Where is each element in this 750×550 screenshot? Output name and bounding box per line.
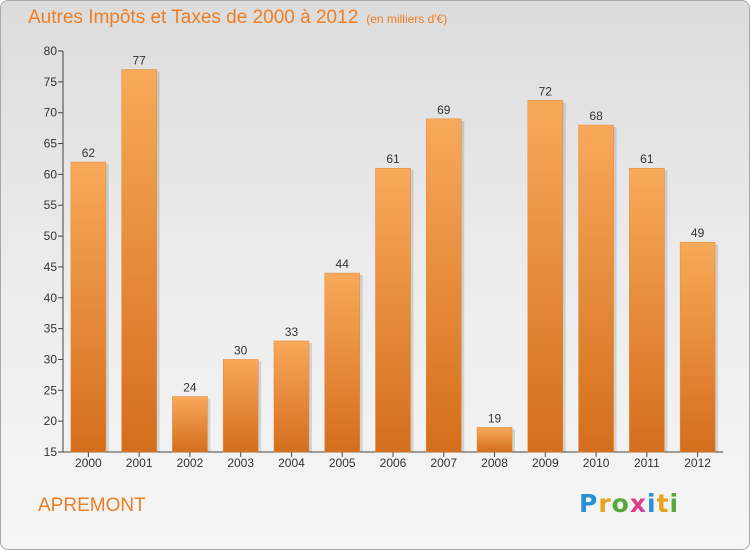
y-tick-label: 25 xyxy=(44,383,58,397)
labels: 2000 62 2001 77 2002 24 2003 30 2004 33 2005 44 2006… xyxy=(75,54,711,470)
y-tick-label: 15 xyxy=(44,445,58,459)
x-tick-label: 2005 xyxy=(329,456,356,470)
x-tick-label: 2010 xyxy=(583,456,610,470)
bar-2009 xyxy=(527,100,564,453)
y-tick-label: 55 xyxy=(44,198,58,212)
y-tick-label: 75 xyxy=(44,75,58,89)
x-tick-label: 2003 xyxy=(227,456,254,470)
logo-letter: x xyxy=(629,489,647,518)
bar-2006 xyxy=(375,167,411,453)
chart-title: Autres Impôts et Taxes de 2000 à 2012 (en… xyxy=(28,7,447,29)
value-label: 77 xyxy=(132,54,146,68)
bar-2002 xyxy=(172,396,208,453)
x-tick-label: 2000 xyxy=(75,456,102,470)
value-label: 68 xyxy=(589,109,603,123)
y-tick-label: 50 xyxy=(44,229,58,243)
x-tick-label: 2007 xyxy=(430,456,457,470)
bar-2010 xyxy=(578,124,614,453)
x-tick-label: 2009 xyxy=(532,456,559,470)
bar-2012 xyxy=(679,241,716,453)
commune-name: APREMONT xyxy=(38,495,146,516)
y-tick-label: 80 xyxy=(44,44,58,58)
value-label: 61 xyxy=(386,152,400,166)
x-tick-label: 2011 xyxy=(634,456,660,470)
y-tick-label: 20 xyxy=(44,414,58,428)
bar-2005 xyxy=(324,272,360,453)
y-tick-label: 60 xyxy=(44,167,58,181)
x-tick-label: 2008 xyxy=(481,456,508,470)
logo-letter: i xyxy=(647,489,657,518)
y-tick-label: 65 xyxy=(44,137,58,151)
logo-letter: r xyxy=(598,489,612,518)
bar-2007 xyxy=(426,118,462,453)
title-text: Autres Impôts et Taxes de 2000 à 2012 xyxy=(28,7,359,28)
value-label: 62 xyxy=(82,146,96,160)
bar-2001 xyxy=(121,69,157,453)
x-tick-label: 2001 xyxy=(126,456,153,470)
title-unit: (en milliers d'€) xyxy=(366,12,448,26)
value-label: 69 xyxy=(437,103,451,117)
y-tick-label: 45 xyxy=(44,260,58,274)
value-label: 44 xyxy=(336,257,350,271)
proxiti-logo[interactable]: Proxiti xyxy=(579,489,679,518)
bar-2003 xyxy=(222,359,259,453)
logo-letter: P xyxy=(579,489,599,518)
logo-letter: i xyxy=(669,489,680,518)
y-tick-label: 35 xyxy=(44,322,58,336)
y-tick-label: 30 xyxy=(44,352,58,366)
value-label: 49 xyxy=(691,226,705,240)
value-label: 61 xyxy=(640,152,654,166)
x-tick-label: 2004 xyxy=(278,456,305,470)
value-label: 19 xyxy=(488,411,502,425)
bar-2000 xyxy=(70,161,107,453)
y-tick-label: 70 xyxy=(44,106,58,120)
value-label: 30 xyxy=(234,343,248,357)
bar-2008 xyxy=(476,427,513,453)
y-tick-label: 40 xyxy=(44,291,58,305)
bar-2011 xyxy=(629,167,665,453)
bar-2004 xyxy=(273,340,310,453)
logo-letter: t xyxy=(656,489,670,518)
value-label: 72 xyxy=(539,84,553,98)
x-tick-label: 2006 xyxy=(380,456,407,470)
bars xyxy=(70,69,719,453)
x-tick-label: 2002 xyxy=(177,456,204,470)
value-label: 24 xyxy=(183,380,197,394)
x-tick-label: 2012 xyxy=(684,456,711,470)
value-label: 33 xyxy=(285,325,299,339)
logo-letter: o xyxy=(611,489,630,518)
